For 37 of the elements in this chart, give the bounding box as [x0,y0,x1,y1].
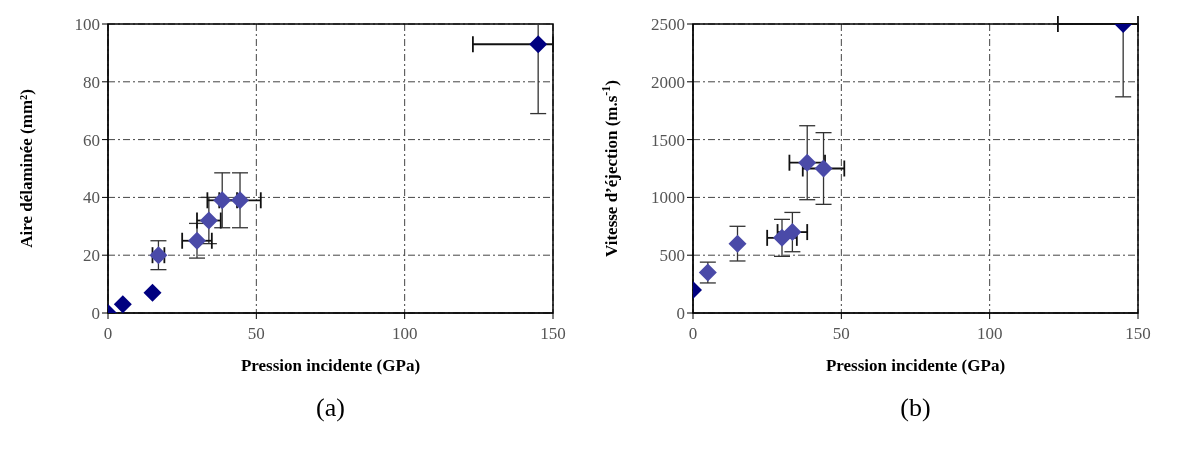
text: (b) [899,393,932,423]
y-tick-label: 1500 [651,130,685,150]
point [143,283,162,302]
x-tick-label: 100 [391,324,418,344]
y-tick-label: 1000 [651,188,685,208]
point [783,223,802,242]
y-tick-label: 40 [83,188,100,208]
point [798,153,817,172]
point [231,191,250,210]
point [113,295,132,313]
y-tick-label: 100 [74,15,100,35]
point [199,211,218,230]
x-tick-label: 0 [688,324,698,344]
y-tick-label: 500 [659,246,685,266]
point [814,159,833,178]
x-tick-label: 0 [103,324,113,344]
x-axis-title: Pression incidente (GPa) [825,356,1006,375]
x-tick-label: 100 [976,324,1003,344]
y-tick-label: 0 [676,304,685,324]
point [188,231,206,250]
y-tick-label: 20 [83,246,100,266]
y-tick-label: 2000 [651,72,685,92]
x-tick-label: 150 [540,324,566,344]
x-tick-label: 150 [1125,324,1151,344]
y-tick-label: 0 [91,304,100,324]
point [529,35,548,54]
y-tick-label: 80 [83,72,100,92]
y-tick-label: 2500 [651,15,685,35]
x-tick-label: 50 [832,324,850,344]
y-tick-label: 60 [83,130,100,150]
x-axis-title: Pression incidente (GPa) [240,356,421,375]
point [728,234,747,253]
point [773,228,791,247]
text: (a) [315,393,346,423]
point [213,191,232,210]
x-tick-label: 50 [247,324,265,344]
y-axis-title: Aire délaminée (mm²) [17,89,36,248]
